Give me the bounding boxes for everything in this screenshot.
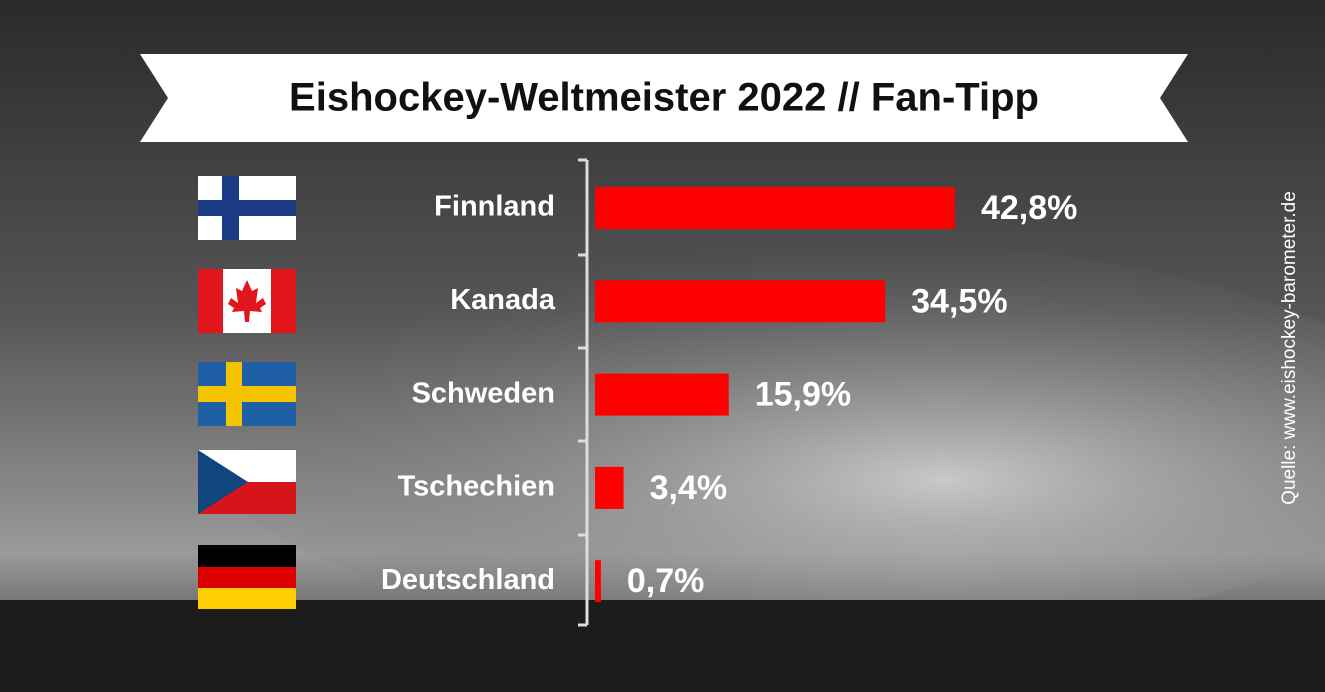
flag-sweden [198,362,296,426]
value-label: 15,9% [755,376,851,414]
title-banner [140,54,1188,142]
value-label: 3,4% [650,469,728,507]
category-label: Kanada [450,284,556,316]
source: Quelle: www.eishockey-barometer.de [1279,191,1300,505]
bar [595,187,955,229]
category-label: Finnland [434,191,555,223]
crowd [0,600,1325,692]
value-label: 42,8% [981,189,1077,227]
category-label: Tschechien [398,471,555,503]
flag-canada [198,269,296,333]
bar [595,280,886,323]
axis [578,158,589,627]
flags [198,176,296,609]
category-label: Deutschland [381,564,555,596]
flag-finland [198,176,296,240]
chart-title: Eishockey-Weltmeister 2022 // Fan-Tipp [289,76,1039,120]
flag-czechia [198,450,296,514]
bar [595,373,729,416]
ice-rink [200,240,1325,640]
flag-germany [198,545,296,609]
bar [595,560,601,603]
value-label: 34,5% [911,282,1007,320]
bar [595,466,624,509]
value-label: 0,7% [627,562,705,600]
category-label: Schweden [412,377,555,409]
